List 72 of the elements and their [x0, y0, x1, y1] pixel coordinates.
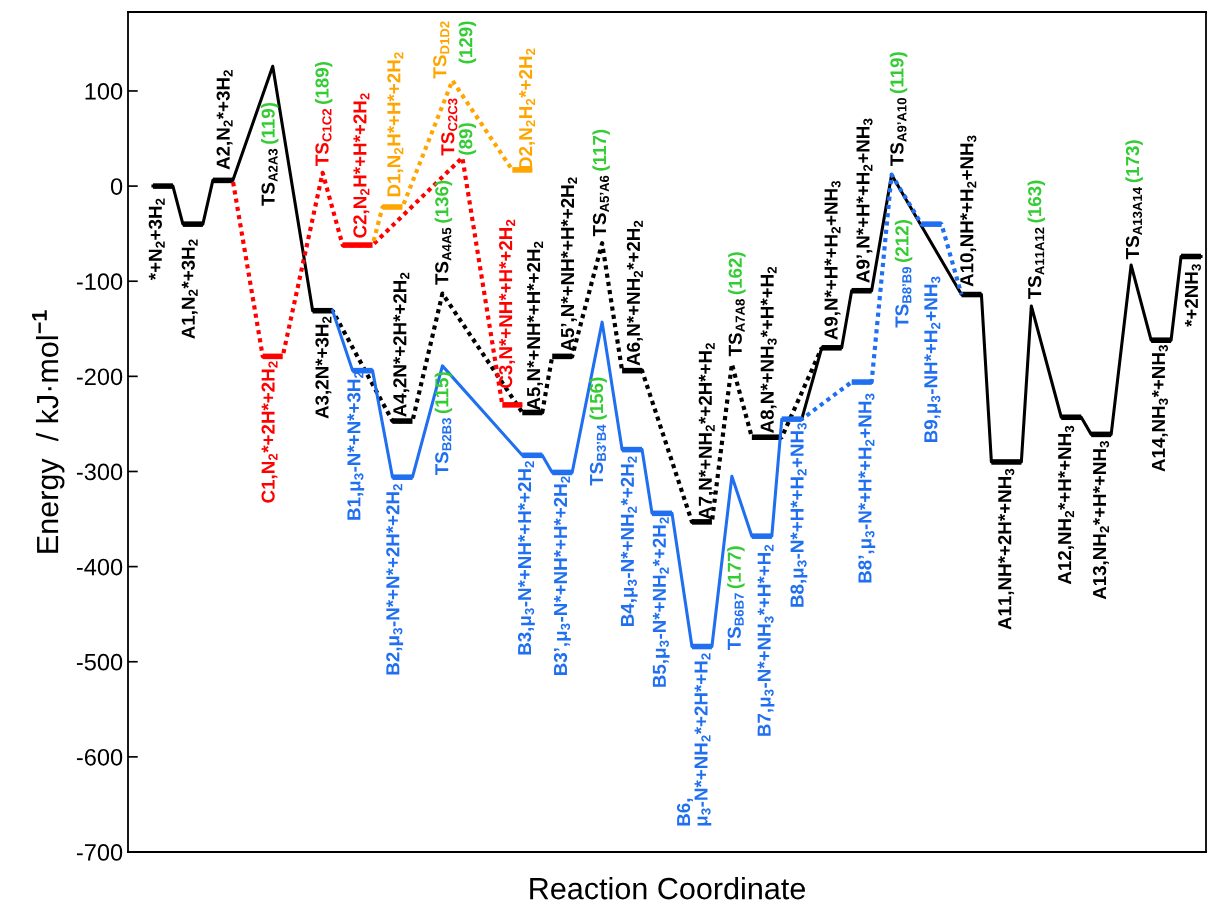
annotation: *+2NH$_{3}$	[1184, 264, 1201, 327]
y-tick-label: -500	[76, 653, 123, 671]
annotation: TS$_{D1D2}$	[433, 21, 450, 79]
annotation: *+N$_{2}$+3H$_{2}$	[148, 198, 165, 281]
annotation: B3’,μ$_{3}$-N*+NH*+H*+2H$_{2}$	[553, 476, 571, 676]
y-tick-label: -600	[76, 748, 123, 766]
annotation: (117)	[592, 129, 610, 171]
annotation: (163)	[1027, 180, 1046, 223]
annotation: (129)	[458, 21, 477, 64]
annotation: B7,μ$_{3}$-N*+NH$_{3}$*+H*+H$_{2}$	[757, 544, 775, 736]
annotation: TS$_{A5’A6}$	[592, 175, 610, 237]
annotation: A7,N*+NH$_{2}$*+2H*+H$_{2}$	[698, 343, 715, 520]
annotation: B6, μ$_{3}$-N*+NH$_{2}$*+2H*+H$_{2}$	[676, 653, 712, 826]
annotation: B8’,μ$_{3}$-N*+H*+H$_{2}$+NH$_{3}$	[858, 393, 876, 583]
annotation: (189)	[314, 62, 333, 104]
annotation: A12,NH$_{2}$*+H*+NH$_{3}$	[1057, 425, 1075, 585]
annotation: TS$_{B8’B9}$	[895, 266, 912, 328]
annotation: (119)	[889, 52, 908, 94]
y-tick-label: -400	[76, 558, 123, 576]
annotation: A8,N*+NH$_{3}$*+H*+H$_{2}$	[760, 266, 777, 433]
annotation: C2,N$_{2}$H*+H*+2H$_{2}$	[353, 93, 370, 238]
annotation: A9’,N*+H*+H$_{2}$+NH$_{3}$	[856, 118, 873, 283]
annotation: TS$_{C2C3}$	[441, 98, 458, 156]
annotation: A11,NH*+2H*+NH$_{3}$	[998, 468, 1015, 630]
annotation: B4,μ$_{3}$-N*+NH$_{2}$*+2H$_{2}$	[620, 456, 638, 626]
annotation: A10,NH*+H$_{2}$+NH$_{3}$	[960, 135, 977, 287]
annotation: TS$_{A4A5}$	[435, 227, 452, 285]
annotation: A1,N$_{2}$*+3H$_{2}$	[181, 239, 198, 339]
annotation: (156)	[589, 377, 607, 420]
annotation: TS$_{B3’B4}$	[589, 424, 607, 486]
annotation: B3,μ$_{3}$-N*+NH*+H*+2H$_{2}$	[517, 461, 535, 655]
annotation: TS$_{B6B7}$	[727, 593, 744, 651]
annotation: B8,μ$_{3}$-N*+H*+H$_{2}$+NH$_{3}$	[790, 423, 808, 607]
annotation: B9,μ$_{3}$-NH*+H$_{2}$+NH$_{3}$	[924, 276, 942, 443]
annotation: (119)	[261, 102, 279, 144]
annotation: B5,μ$_{3}$-N*+NH$_{2}$*+2H$_{2}$	[652, 517, 670, 687]
annotation: A9,N*+H*+H$_{2}$+NH$_{3}$	[824, 180, 841, 340]
annotation: TS$_{A2A3}$	[261, 148, 278, 206]
y-axis-title: Energy / kJ·mol$^{−1}$	[32, 310, 65, 553]
annotation: A3,2N*+3H$_{2}$	[315, 316, 332, 419]
annotation: (136)	[434, 180, 453, 223]
annotation: TS$_{B2B3}$	[435, 418, 452, 476]
annotation: C1,N$_{2}$*+2H*+2H$_{2}$	[261, 361, 278, 503]
annotation: C3,N*+NH*+H*+2H$_{2}$	[499, 219, 516, 388]
annotation: TS$_{C1C2}$	[315, 108, 332, 166]
y-tick-label: -700	[76, 844, 123, 861]
annotation: A2,N$_{2}$*+3H$_{2}$	[216, 70, 233, 170]
annotation: TS$_{A11A12}$	[1028, 227, 1045, 300]
annotation: A13,NH$_{2}$*+H*+NH$_{3}$	[1092, 441, 1110, 600]
annotation: TS$_{A7A8}$	[728, 299, 745, 357]
y-tick-label: -200	[76, 368, 123, 386]
annotation: B2,μ$_{3}$-N*+N*+2H*+2H$_{2}$	[386, 484, 404, 675]
y-tick-label: -100	[76, 273, 123, 291]
annotation: (162)	[728, 252, 746, 295]
annotation: (212)	[894, 220, 913, 262]
y-tick-label: 0	[110, 178, 123, 195]
annotation: A5’,N*+NH*+H*+2H$_{2}$	[560, 177, 577, 352]
annotation: TS$_{A13A14}$	[1125, 187, 1143, 260]
annotation: (89)	[458, 123, 477, 155]
annotation: (177)	[727, 546, 745, 589]
x-axis-title: Reaction Coordinate	[530, 877, 805, 900]
annotation: (173)	[1125, 140, 1143, 183]
y-tick-label: -300	[76, 463, 123, 481]
annotation: A14,NH$_{3}$*+NH$_{3}$	[1152, 345, 1169, 472]
annotation: TS$_{A9’A10}$	[890, 98, 907, 166]
annotation: D2,N$_{2}$H$_{2}$*+2H$_{2}$	[518, 48, 536, 169]
annotation: A6,N*+NH$_{2}$*+2H$_{2}$	[626, 220, 643, 366]
annotation: A4,2N*+2H*+2H$_{2}$	[393, 272, 410, 417]
annotation: (115)	[434, 372, 453, 414]
annotation: D1,N$_{2}$H*+H*+2H$_{2}$	[387, 52, 404, 197]
y-tick-label: 100	[85, 83, 123, 100]
annotation: A5,N*+NH*+H*+2H$_{2}$	[526, 241, 544, 411]
